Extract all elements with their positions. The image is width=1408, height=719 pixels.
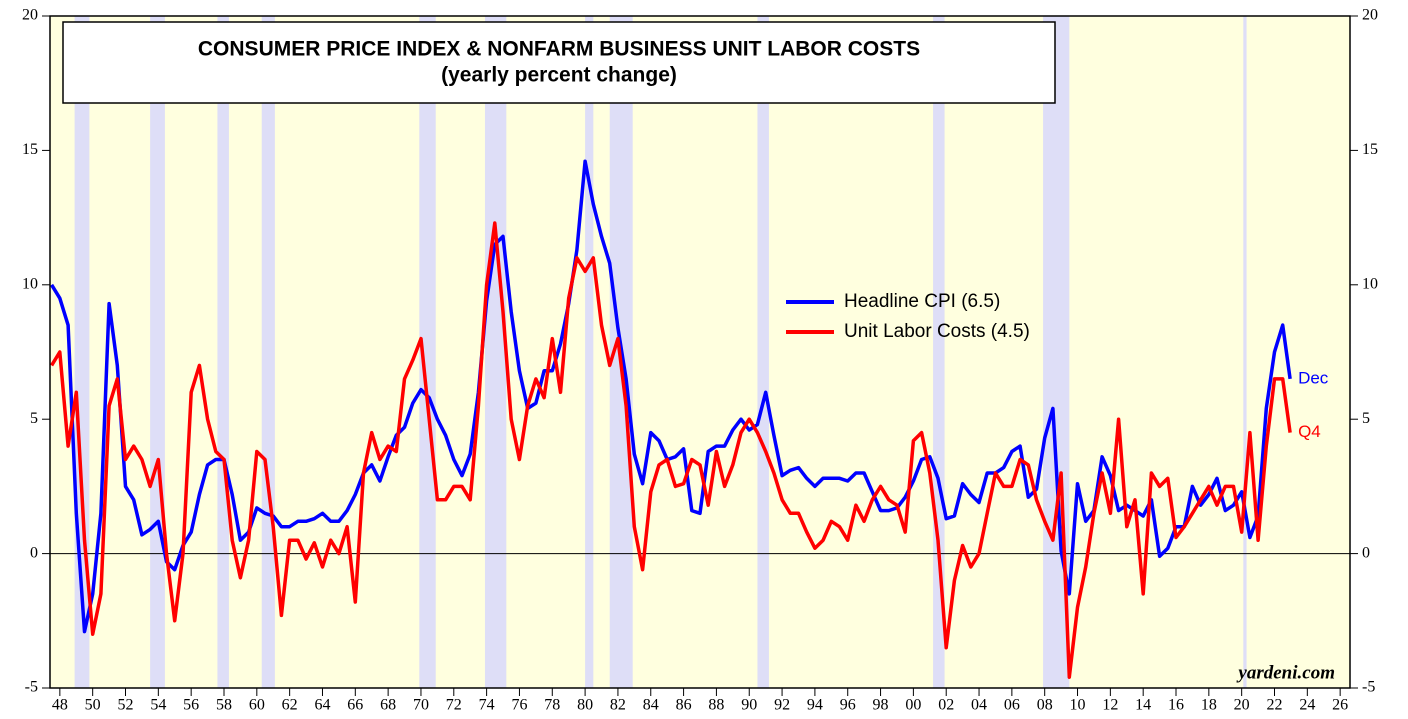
- x-tick-label: 02: [938, 697, 954, 714]
- x-tick-label: 06: [1004, 697, 1020, 714]
- y-tick-label: 10: [22, 275, 38, 292]
- legend-label: Unit Labor Costs (4.5): [844, 321, 1030, 342]
- title-box: [62, 21, 1056, 104]
- x-tick-label: 24: [1299, 697, 1315, 714]
- x-tick-label: 20: [1234, 697, 1250, 714]
- recession-band: [585, 16, 594, 688]
- x-tick-label: 74: [479, 697, 495, 714]
- x-tick-label: 00: [905, 697, 921, 714]
- x-tick-label: 96: [840, 697, 856, 714]
- x-tick-label: 04: [971, 697, 987, 714]
- chart-subtitle: (yearly percent change): [441, 64, 677, 87]
- end-label: Q4: [1298, 422, 1321, 441]
- x-tick-label: 88: [708, 697, 724, 714]
- x-tick-label: 26: [1332, 697, 1348, 714]
- x-tick-label: 92: [774, 697, 790, 714]
- recession-band: [757, 16, 769, 688]
- x-tick-label: 52: [118, 697, 134, 714]
- x-tick-label: 10: [1070, 697, 1086, 714]
- x-tick-label: 14: [1135, 697, 1151, 714]
- x-tick-label: 82: [610, 697, 626, 714]
- y2-tick-label: 5: [1362, 410, 1370, 427]
- y2-tick-label: -5: [1362, 679, 1375, 696]
- x-tick-label: 08: [1037, 697, 1053, 714]
- x-tick-label: 84: [643, 697, 659, 714]
- x-tick-label: 94: [807, 697, 823, 714]
- recession-band: [933, 16, 945, 688]
- plot-background: [50, 16, 1350, 688]
- x-tick-label: 54: [150, 697, 166, 714]
- y-tick-label: 20: [22, 7, 38, 24]
- recession-band: [484, 16, 507, 688]
- x-tick-label: 60: [249, 697, 265, 714]
- y-tick-label: 15: [22, 141, 38, 158]
- source: yardeni.com: [1236, 662, 1335, 683]
- x-tick-label: 90: [741, 697, 757, 714]
- series-line: [50, 159, 1292, 634]
- y2-tick-label: 10: [1362, 275, 1378, 292]
- plot-frame: [49, 15, 1351, 689]
- x-tick-label: 68: [380, 697, 396, 714]
- x-tick-label: 64: [314, 697, 330, 714]
- recession-band: [217, 16, 229, 688]
- y-tick-label: 5: [30, 410, 38, 427]
- x-tick-label: 72: [446, 697, 462, 714]
- x-tick-label: 76: [511, 697, 527, 714]
- series-line: [50, 221, 1292, 679]
- recession-band: [261, 16, 275, 688]
- x-tick-label: 66: [347, 697, 363, 714]
- x-tick-label: 50: [85, 697, 101, 714]
- end-label: Dec: [1298, 368, 1329, 387]
- x-tick-label: 62: [282, 697, 298, 714]
- x-tick-label: 48: [52, 697, 68, 714]
- y2-tick-label: 0: [1362, 544, 1370, 561]
- x-tick-label: 16: [1168, 697, 1184, 714]
- x-tick-label: 56: [183, 697, 199, 714]
- recession-band: [1243, 16, 1247, 688]
- y2-tick-label: 20: [1362, 7, 1378, 24]
- x-tick-label: 18: [1201, 697, 1217, 714]
- x-tick-label: 70: [413, 697, 429, 714]
- legend-label: Headline CPI (6.5): [844, 291, 1000, 312]
- x-tick-label: 86: [676, 697, 692, 714]
- x-tick-label: 78: [544, 697, 560, 714]
- y-tick-label: -5: [25, 679, 38, 696]
- y2-tick-label: 15: [1362, 141, 1378, 158]
- recession-band: [150, 16, 165, 688]
- x-tick-label: 58: [216, 697, 232, 714]
- x-tick-label: 80: [577, 697, 593, 714]
- x-tick-label: 12: [1102, 697, 1118, 714]
- x-tick-label: 22: [1266, 697, 1282, 714]
- y-tick-label: 0: [30, 544, 38, 561]
- x-tick-label: 98: [873, 697, 889, 714]
- recession-band: [419, 16, 436, 688]
- chart-title: CONSUMER PRICE INDEX & NONFARM BUSINESS …: [198, 38, 920, 61]
